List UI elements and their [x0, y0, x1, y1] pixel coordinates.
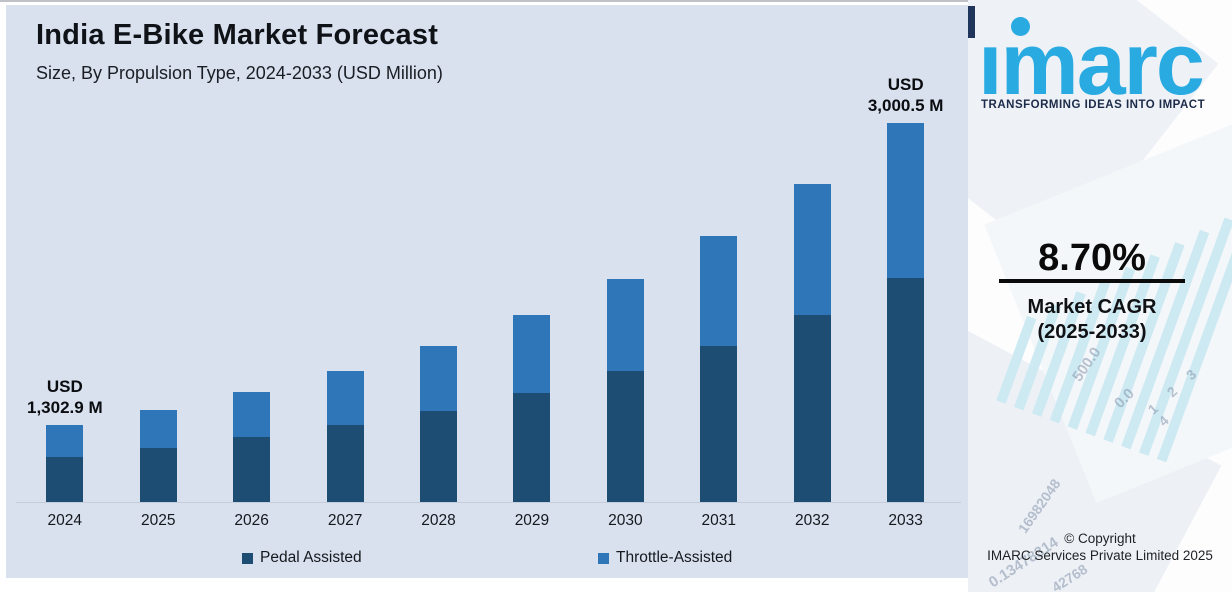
- bar-segment-throttle-assisted-2030: [606, 279, 644, 371]
- bar-segment-throttle-assisted-2027: [326, 371, 364, 425]
- bar-2026: [233, 392, 271, 502]
- bar-segment-pedal-assisted-2024: [46, 457, 84, 502]
- bar-2031: [700, 236, 738, 502]
- x-tick-label-2024: 2024: [47, 512, 83, 529]
- throttle-assisted-swatch: [598, 552, 609, 564]
- x-tick-label-2029: 2029: [514, 512, 550, 529]
- bar-segment-throttle-assisted-2025: [139, 410, 177, 448]
- chart-panel: India E-Bike Market Forecast Size, By Pr…: [6, 5, 968, 578]
- cagr-underline: [999, 279, 1185, 283]
- bar-segment-pedal-assisted-2031: [700, 346, 738, 502]
- watermark-bar-chart: [996, 90, 1232, 475]
- bar-segment-throttle-assisted-2032: [793, 184, 831, 315]
- x-tick-label-2028: 2028: [421, 512, 456, 529]
- bar-segment-pedal-assisted-2030: [606, 371, 644, 502]
- x-tick-label-2026: 2026: [234, 512, 269, 529]
- bar-2030: [606, 279, 644, 502]
- x-tick-label-2033: 2033: [888, 512, 923, 529]
- bar-segment-throttle-assisted-2033: [887, 123, 925, 278]
- value-label-2033: USD 3,000.5 M: [867, 75, 944, 115]
- x-tick-label-2025: 2025: [140, 512, 176, 529]
- bar-2033: [887, 123, 925, 502]
- watermark-number: 42768: [1048, 560, 1091, 592]
- sidebar-accent-bar: [968, 6, 975, 38]
- watermark-number: 500.0: [1069, 344, 1105, 385]
- x-axis-line: [16, 502, 961, 503]
- bar-segment-throttle-assisted-2028: [420, 346, 458, 411]
- x-tick-label-2027: 2027: [327, 512, 363, 529]
- legend-item-pedal-assisted: Pedal Assisted: [242, 549, 362, 566]
- value-label-2024: USD 1,302.9 M: [27, 377, 103, 417]
- bar-2027: [326, 371, 364, 502]
- bar-segment-pedal-assisted-2025: [139, 448, 177, 502]
- x-tick-label-2030: 2030: [608, 512, 643, 529]
- watermark-number: 16982048: [1014, 475, 1064, 537]
- top-border-line: [0, 0, 968, 2]
- bar-segment-pedal-assisted-2029: [513, 393, 551, 502]
- watermark-number: 0.0: [1111, 385, 1138, 412]
- imarc-logo-wordmark: ımarc: [978, 14, 1205, 113]
- bar-2029: [513, 315, 551, 502]
- cagr-period: (2025-2033): [1037, 321, 1147, 343]
- bar-segment-pedal-assisted-2028: [420, 411, 458, 502]
- legend-item-throttle-assisted: Throttle-Assisted: [598, 549, 733, 566]
- pedal-assisted-swatch: [242, 552, 253, 564]
- x-tick-label-2031: 2031: [701, 512, 737, 529]
- bar-2025: [139, 410, 177, 502]
- legend-label-throttle-assisted: Throttle-Assisted: [616, 549, 733, 566]
- bar-2024: [46, 425, 84, 502]
- bar-segment-throttle-assisted-2029: [513, 315, 551, 393]
- cagr-value: 8.70%: [1038, 237, 1146, 279]
- bar-chart: 2024 2025 2026 2027 2028 2029 2030 2031 2032 2033…: [6, 5, 968, 578]
- copyright-line2: IMARC Services Private Limited 2025: [987, 548, 1213, 563]
- bar-2032: [793, 184, 831, 502]
- bar-segment-pedal-assisted-2032: [793, 315, 831, 502]
- bar-segment-pedal-assisted-2026: [233, 437, 271, 502]
- bar-segment-pedal-assisted-2027: [326, 425, 364, 502]
- imarc-logo-dot-icon: [1011, 17, 1030, 36]
- bar-segment-pedal-assisted-2033: [887, 278, 925, 502]
- bar-segment-throttle-assisted-2024: [46, 425, 84, 457]
- imarc-logo-tagline: TRANSFORMING IDEAS INTO IMPACT: [981, 99, 1206, 111]
- bar-segment-throttle-assisted-2031: [700, 236, 738, 346]
- watermark-number: 1 2 3 4: [1144, 361, 1205, 430]
- chart-title: India E-Bike Market Forecast: [36, 19, 439, 51]
- chart-subtitle: Size, By Propulsion Type, 2024-2033 (USD…: [36, 63, 443, 83]
- copyright-line1: © Copyright: [1064, 531, 1136, 546]
- legend-label-pedal-assisted: Pedal Assisted: [260, 549, 362, 566]
- bar-segment-throttle-assisted-2026: [233, 392, 271, 437]
- x-tick-label-2032: 2032: [794, 512, 830, 529]
- sidebar: 500.0 0.0 1 2 3 4 16982048 0.13478314 42…: [968, 0, 1232, 592]
- bar-2028: [420, 346, 458, 502]
- cagr-label: Market CAGR: [1027, 296, 1157, 318]
